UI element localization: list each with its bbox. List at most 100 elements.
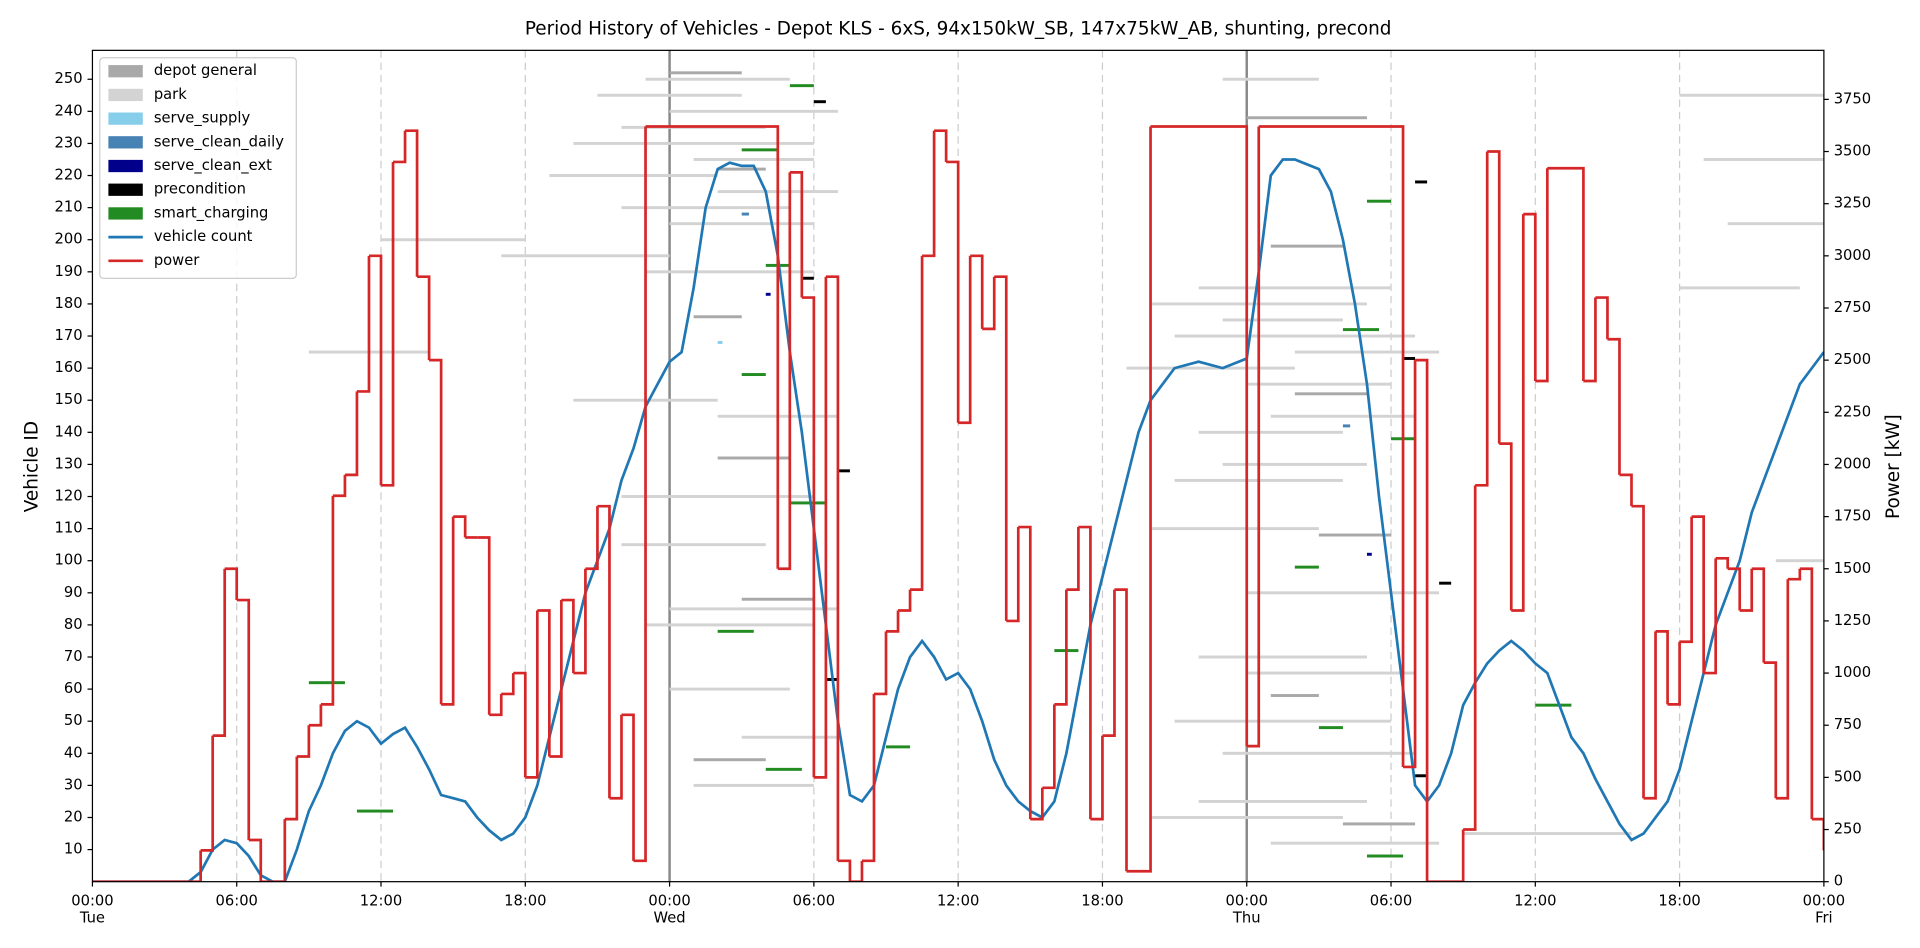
y-tick-label: 210 — [55, 199, 83, 216]
state-bar — [1415, 774, 1428, 778]
y-tick-label: 150 — [55, 391, 83, 408]
y-tick-label: 90 — [64, 584, 83, 601]
y-tick-label: 20 — [64, 808, 83, 825]
power-step — [813, 276, 828, 779]
power-step — [1499, 442, 1513, 611]
power-step — [417, 275, 431, 361]
power-step — [873, 631, 888, 696]
x-tick-label: 12:00 — [1514, 892, 1556, 909]
power-step — [1114, 588, 1128, 872]
state-bar — [1463, 832, 1632, 836]
power-step — [344, 391, 359, 477]
state-bar — [381, 238, 526, 242]
power-step — [368, 254, 383, 486]
power-step — [1030, 787, 1044, 821]
power-step — [429, 358, 443, 705]
y-tick-label: 60 — [64, 680, 83, 697]
x-tick-label: 00:00 — [1803, 892, 1845, 909]
state-bar — [1270, 694, 1319, 697]
y-tick-label: 100 — [55, 552, 83, 569]
state-bar — [1126, 366, 1295, 370]
state-bar — [717, 340, 723, 344]
chart-title: Period History of Vehicles - Depot KLS -… — [525, 18, 1392, 39]
y2-tick-label: 3750 — [1834, 90, 1871, 107]
power-step — [561, 598, 575, 674]
state-bar — [717, 456, 790, 460]
power-step — [970, 254, 984, 329]
power-step — [1787, 568, 1802, 581]
y-tick-label: 160 — [55, 359, 83, 376]
state-bar — [645, 270, 814, 274]
power-step — [236, 598, 251, 840]
legend-label: vehicle count — [154, 228, 253, 245]
power-step — [1643, 631, 1657, 800]
legend-box — [99, 57, 297, 279]
power-step — [1042, 704, 1056, 790]
state-bar — [669, 109, 838, 113]
y-tick-label: 30 — [64, 776, 83, 793]
legend-label: depot general — [154, 62, 257, 79]
power-step — [405, 129, 419, 277]
power-step — [1150, 125, 1249, 747]
power-step — [1547, 166, 1585, 382]
x-tick-day: Tue — [79, 910, 105, 927]
y-tick-label: 40 — [64, 744, 83, 761]
power-step — [1463, 485, 1477, 831]
power-step — [922, 130, 936, 258]
y-axis-label: Vehicle ID — [21, 421, 42, 512]
legend-label: serve_supply — [154, 110, 251, 127]
power-step — [212, 568, 227, 738]
legend-label: smart_charging — [154, 204, 269, 221]
state-bar — [837, 469, 850, 473]
state-bar — [741, 212, 749, 216]
power-step — [934, 129, 948, 162]
power-step — [1655, 629, 1669, 705]
x-tick-label: 12:00 — [360, 892, 402, 909]
state-bar — [1198, 655, 1367, 659]
power-step — [1511, 214, 1525, 612]
power-step — [1535, 168, 1549, 383]
y2-tick-label: 2000 — [1834, 455, 1871, 472]
power-step — [849, 860, 864, 882]
power-step — [801, 296, 816, 778]
power-step — [332, 474, 347, 498]
state-bar — [1222, 462, 1367, 466]
power-step — [1763, 661, 1778, 799]
state-bar — [1198, 430, 1343, 434]
y-tick-label: 140 — [55, 423, 83, 440]
y-tick-label: 240 — [55, 102, 83, 119]
power-step — [1102, 589, 1116, 738]
y-tick-label: 220 — [55, 167, 83, 184]
state-bar — [1366, 854, 1404, 858]
power-step — [1258, 125, 1405, 767]
power-step — [1667, 641, 1681, 706]
power-step — [1811, 817, 1824, 851]
state-bar — [693, 758, 766, 762]
state-bar — [308, 681, 345, 685]
legend-swatch — [108, 65, 143, 78]
y2-tick-label: 3250 — [1834, 195, 1871, 212]
state-bar — [1222, 318, 1343, 322]
y2-tick-label: 1000 — [1834, 664, 1871, 681]
plot-area — [92, 50, 1824, 882]
state-bar — [597, 93, 742, 97]
power-step — [1751, 567, 1766, 663]
power-step — [621, 713, 635, 861]
state-bar — [1294, 392, 1367, 396]
power-step — [1415, 358, 1429, 882]
legend-label: power — [154, 252, 200, 269]
state-bar — [801, 276, 814, 280]
power-step — [1487, 150, 1501, 444]
x-tick-label: 18:00 — [1081, 892, 1123, 909]
y-tick-label: 190 — [55, 263, 83, 280]
state-bar — [1403, 357, 1416, 360]
legend-swatch — [108, 88, 143, 102]
x-tick-label: 06:00 — [216, 892, 258, 909]
y-tick-label: 120 — [55, 488, 83, 505]
y-tick-label: 70 — [64, 648, 83, 665]
power-step — [1403, 360, 1417, 769]
state-bar — [693, 783, 814, 787]
state-bar — [886, 745, 911, 749]
state-bar — [1198, 799, 1367, 803]
